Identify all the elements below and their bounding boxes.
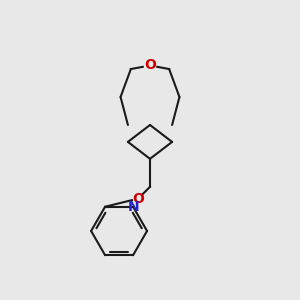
Text: N: N xyxy=(127,200,139,214)
Text: O: O xyxy=(144,58,156,73)
Text: O: O xyxy=(132,192,144,206)
